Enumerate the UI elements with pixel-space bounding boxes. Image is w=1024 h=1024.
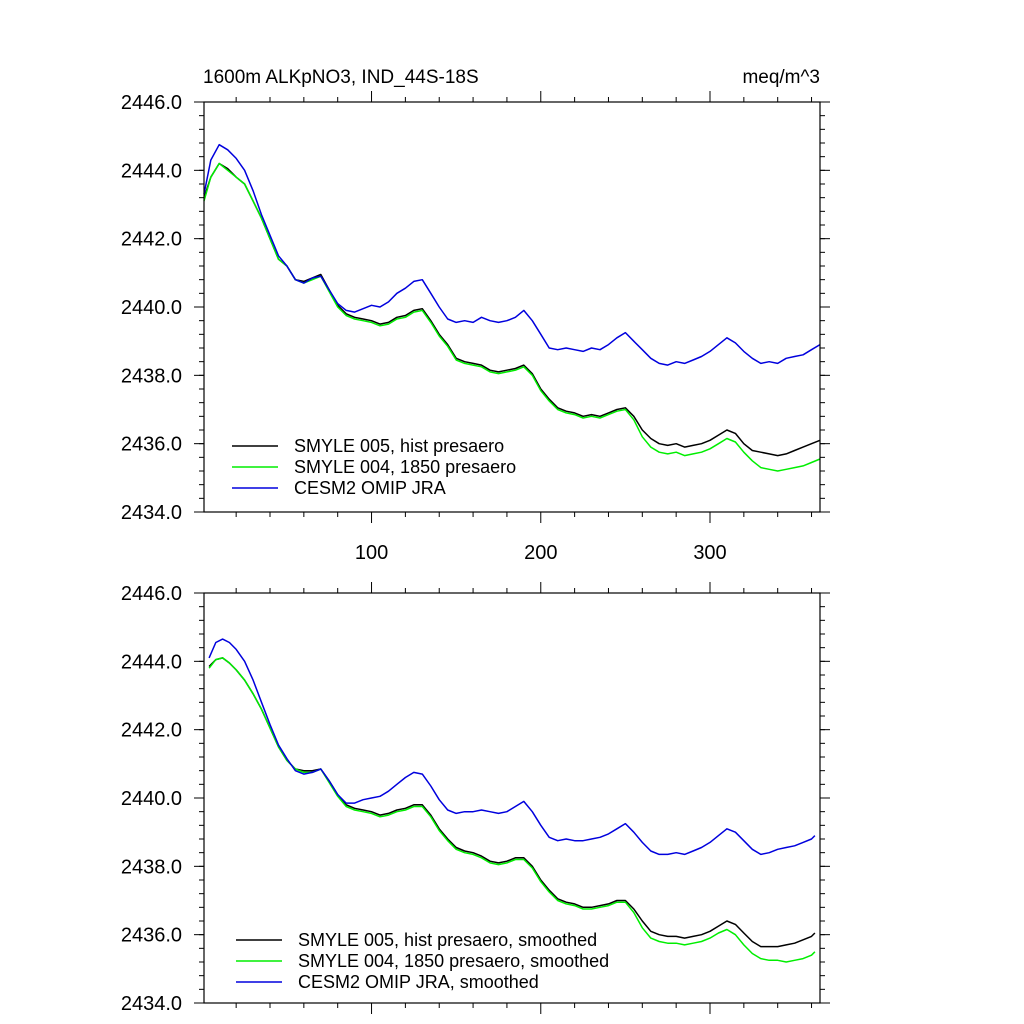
- y-tick-label: 2442.0: [121, 229, 182, 251]
- series-line-2: [208, 657, 816, 963]
- series-lines: [203, 143, 821, 472]
- series-lines: [208, 638, 816, 963]
- legend-label: CESM2 OMIP JRA, smoothed: [298, 972, 539, 992]
- series-line-3: [203, 143, 821, 366]
- y-tick-label: 2446.0: [121, 92, 182, 114]
- plot-frame: [203, 592, 821, 1004]
- y-tick-label: 2440.0: [121, 788, 182, 810]
- chart-panel-smoothed: 2434.0 2436.0 2438.0 2440.0 2442.0 2444.0 2446…: [121, 582, 830, 1015]
- series-line-3: [208, 638, 816, 856]
- y-tick-label: 2434.0: [121, 502, 182, 524]
- series-line-1: [208, 657, 816, 948]
- y-tick-label: 2444.0: [121, 651, 182, 673]
- y-tick-label: 2444.0: [121, 160, 182, 182]
- axis-ticks: 2434.0 2436.0 2438.0 2440.0 2442.0 2444.0 2446…: [121, 582, 830, 1015]
- chart-panel-raw: 1600m ALKpNO3, IND_44S-18S meq/m^3 2434.…: [121, 67, 830, 564]
- axis-ticks: 2434.0 2436.0 2438.0 2440.0 2442.0 2444.0 2446…: [121, 91, 830, 564]
- legend: SMYLE 005, hist presaero, smoothedSMYLE …: [236, 930, 609, 992]
- legend-label: SMYLE 004, 1850 presaero, smoothed: [298, 951, 609, 971]
- y-tick-label: 2438.0: [121, 365, 182, 387]
- y-tick-label: 2434.0: [121, 993, 182, 1015]
- legend-label: CESM2 OMIP JRA: [294, 478, 446, 498]
- legend-label: SMYLE 005, hist presaero: [294, 436, 504, 456]
- x-tick-label: 100: [355, 542, 388, 564]
- x-tick-label: 200: [524, 542, 557, 564]
- units-label: meq/m^3: [742, 67, 820, 88]
- chart-title: 1600m ALKpNO3, IND_44S-18S: [203, 67, 479, 88]
- y-tick-label: 2438.0: [121, 856, 182, 878]
- y-tick-label: 2436.0: [121, 925, 182, 947]
- y-tick-label: 2442.0: [121, 720, 182, 742]
- y-tick-label: 2446.0: [121, 583, 182, 605]
- y-tick-label: 2440.0: [121, 297, 182, 319]
- series-line-1: [203, 162, 821, 457]
- legend-label: SMYLE 004, 1850 presaero: [294, 457, 516, 477]
- plot-frame: [203, 101, 821, 513]
- x-tick-label: 300: [693, 542, 726, 564]
- legend-label: SMYLE 005, hist presaero, smoothed: [298, 930, 597, 950]
- y-tick-label: 2436.0: [121, 434, 182, 456]
